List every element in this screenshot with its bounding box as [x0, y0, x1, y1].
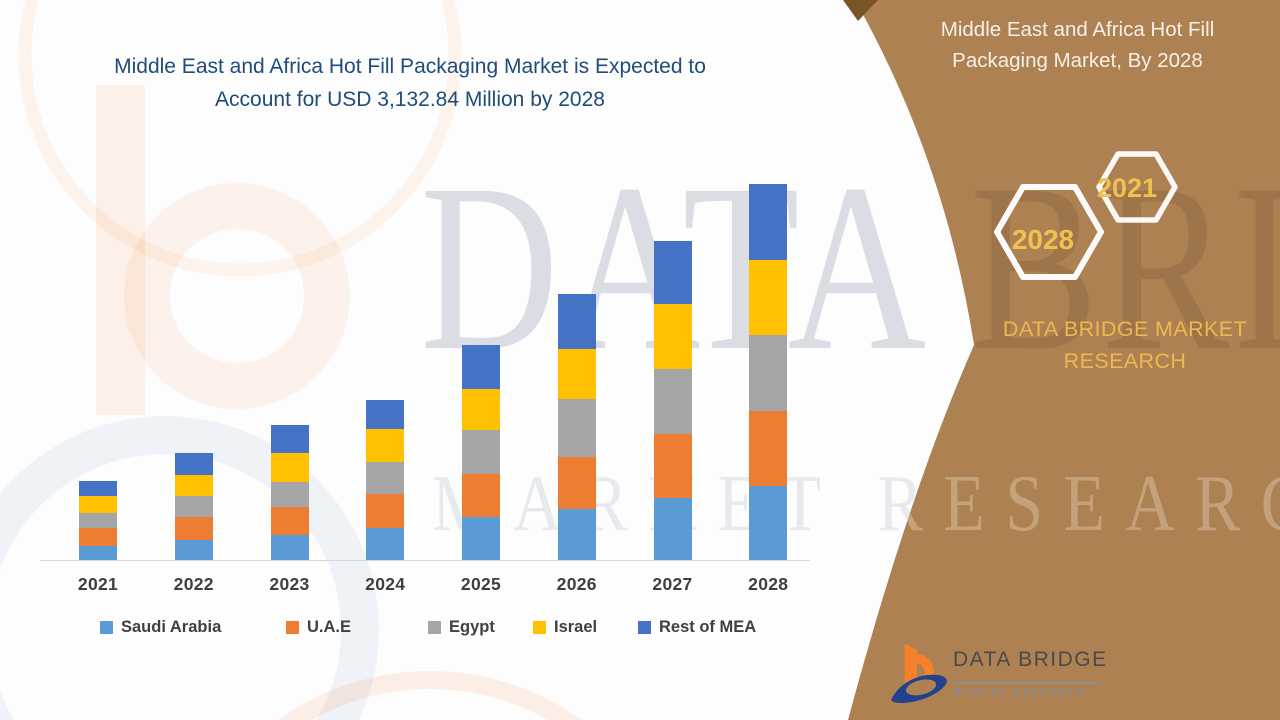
x-axis-label-2024: 2024	[365, 574, 406, 594]
legend-label: Rest of MEA	[659, 618, 757, 636]
bar-2022	[174, 453, 213, 560]
bar-2026-segment-egypt	[557, 398, 596, 458]
bar-2025-segment-saudi-arabia	[462, 517, 500, 560]
footer-subbrand-text: MARKET RESEARCH	[954, 688, 1087, 697]
legend-swatch-icon	[100, 621, 113, 634]
legend-swatch-icon	[533, 621, 546, 634]
bar-2021	[79, 480, 117, 560]
bar-2021-segment-egypt	[79, 512, 117, 528]
bar-2026-segment-saudi-arabia	[557, 508, 596, 560]
bar-2022-segment-egypt	[174, 496, 213, 517]
hexagon-2028	[994, 184, 1104, 280]
bar-2027-segment-u-a-e	[653, 433, 692, 499]
bar-2028-segment-u-a-e	[749, 410, 788, 486]
bar-2026	[557, 293, 596, 560]
panel-brand-text: DATA BRIDGE MARKET RESEARCH	[980, 313, 1270, 377]
bar-2025-segment-israel	[462, 388, 500, 430]
legend-label: Saudi Arabia	[121, 618, 222, 636]
bar-2023	[270, 425, 309, 560]
x-axis-line	[40, 560, 810, 561]
x-axis-label-2021: 2021	[77, 574, 119, 594]
side-panel-title: Middle East and Africa Hot Fill Packagin…	[885, 14, 1270, 76]
x-axis-label-2025: 2025	[460, 574, 502, 594]
chart-title: Middle East and Africa Hot Fill Packagin…	[55, 50, 765, 116]
bar-2023-segment-israel	[270, 453, 309, 483]
panel-corner-fold	[843, 0, 878, 21]
legend-label: Egypt	[449, 618, 495, 636]
bar-2024-segment-israel	[366, 429, 405, 462]
side-panel-title-line1: Middle East and Africa Hot Fill	[940, 18, 1215, 41]
bar-2024-segment-saudi-arabia	[366, 527, 405, 560]
bar-2027-segment-rest-of-mea	[653, 240, 692, 305]
bar-2022-segment-saudi-arabia	[174, 539, 213, 560]
x-axis-label-2023: 2023	[269, 574, 310, 594]
bar-2027-segment-egypt	[653, 369, 692, 434]
legend-swatch-icon	[638, 621, 651, 634]
side-panel-title-line2: Packaging Market, By 2028	[952, 49, 1203, 72]
legend-item-rest-of-mea: Rest of MEA	[638, 618, 756, 637]
bar-2024-segment-u-a-e	[366, 493, 405, 528]
bar-2027	[653, 240, 692, 560]
bar-2025	[462, 344, 500, 560]
bar-2027-segment-israel	[653, 304, 692, 370]
bar-2026-segment-rest-of-mea	[557, 293, 596, 349]
bar-2028-segment-saudi-arabia	[749, 485, 788, 560]
legend-item-egypt: Egypt	[428, 618, 495, 637]
bar-2023-segment-u-a-e	[270, 507, 309, 535]
legend-label: Israel	[554, 618, 598, 636]
chart-title-line2: Account for USD 3,132.84 Million by 2028	[215, 88, 605, 111]
bar-2028-segment-israel	[749, 259, 788, 336]
bar-2026-segment-u-a-e	[557, 457, 596, 509]
legend-item-u-a-e: U.A.E	[286, 618, 351, 637]
hexagon-2028-year: 2028	[1011, 224, 1075, 255]
x-axis-label-2028: 2028	[748, 574, 789, 594]
bar-2023-segment-saudi-arabia	[270, 535, 309, 560]
hexagon-badges	[994, 151, 1178, 280]
data-bridge-logo-icon	[891, 644, 947, 704]
x-axis-label-2022: 2022	[173, 574, 214, 594]
legend-item-israel: Israel	[533, 618, 597, 637]
bar-2027-segment-saudi-arabia	[653, 498, 692, 560]
bar-2023-segment-egypt	[270, 482, 309, 508]
footer-brand-underline	[953, 682, 1099, 684]
stacked-bar-chart: 2021 2022 2023 2024 2025 2026 2027 2028 Saudi A…	[40, 184, 810, 637]
legend-label: U.A.E	[307, 618, 352, 636]
bar-2022-segment-israel	[174, 475, 213, 497]
bar-2021-segment-rest-of-mea	[79, 480, 117, 497]
x-axis-label-2026: 2026	[556, 574, 597, 594]
bar-2021-segment-israel	[79, 496, 117, 513]
legend-item-saudi-arabia: Saudi Arabia	[100, 618, 221, 637]
footer-brand-text: DATA BRIDGE	[953, 648, 1108, 671]
bar-2025-segment-egypt	[462, 429, 500, 474]
panel-brand-line2: RESEARCH	[1063, 349, 1187, 373]
bar-2025-segment-rest-of-mea	[462, 344, 500, 389]
bar-2028	[749, 184, 788, 560]
bar-2024-segment-rest-of-mea	[366, 399, 405, 430]
bar-2026-segment-israel	[557, 348, 596, 399]
watermark-logo-b	[0, 0, 582, 720]
legend-swatch-icon	[286, 621, 299, 634]
bar-2024-segment-egypt	[366, 461, 405, 494]
x-axis-label-2027: 2027	[652, 574, 693, 594]
bar-2024	[366, 399, 405, 560]
bar-2022-segment-rest-of-mea	[174, 453, 213, 476]
hexagon-2021	[1096, 151, 1178, 223]
chart-title-line1: Middle East and Africa Hot Fill Packagin…	[114, 55, 706, 78]
bar-2028-segment-egypt	[749, 335, 788, 411]
panel-brand-line1: DATA BRIDGE MARKET	[1002, 317, 1248, 341]
bar-2021-segment-u-a-e	[79, 527, 117, 546]
hexagon-2021-year: 2021	[1096, 173, 1158, 203]
bar-2023-segment-rest-of-mea	[270, 425, 309, 454]
svg-text:MARKET RESEARCH: MARKET RESEARCH	[432, 460, 1280, 548]
bar-2025-segment-u-a-e	[462, 473, 500, 518]
legend-swatch-icon	[428, 621, 441, 634]
bar-2022-segment-u-a-e	[174, 516, 213, 540]
bar-2028-segment-rest-of-mea	[749, 184, 788, 260]
bar-2021-segment-saudi-arabia	[79, 545, 117, 560]
